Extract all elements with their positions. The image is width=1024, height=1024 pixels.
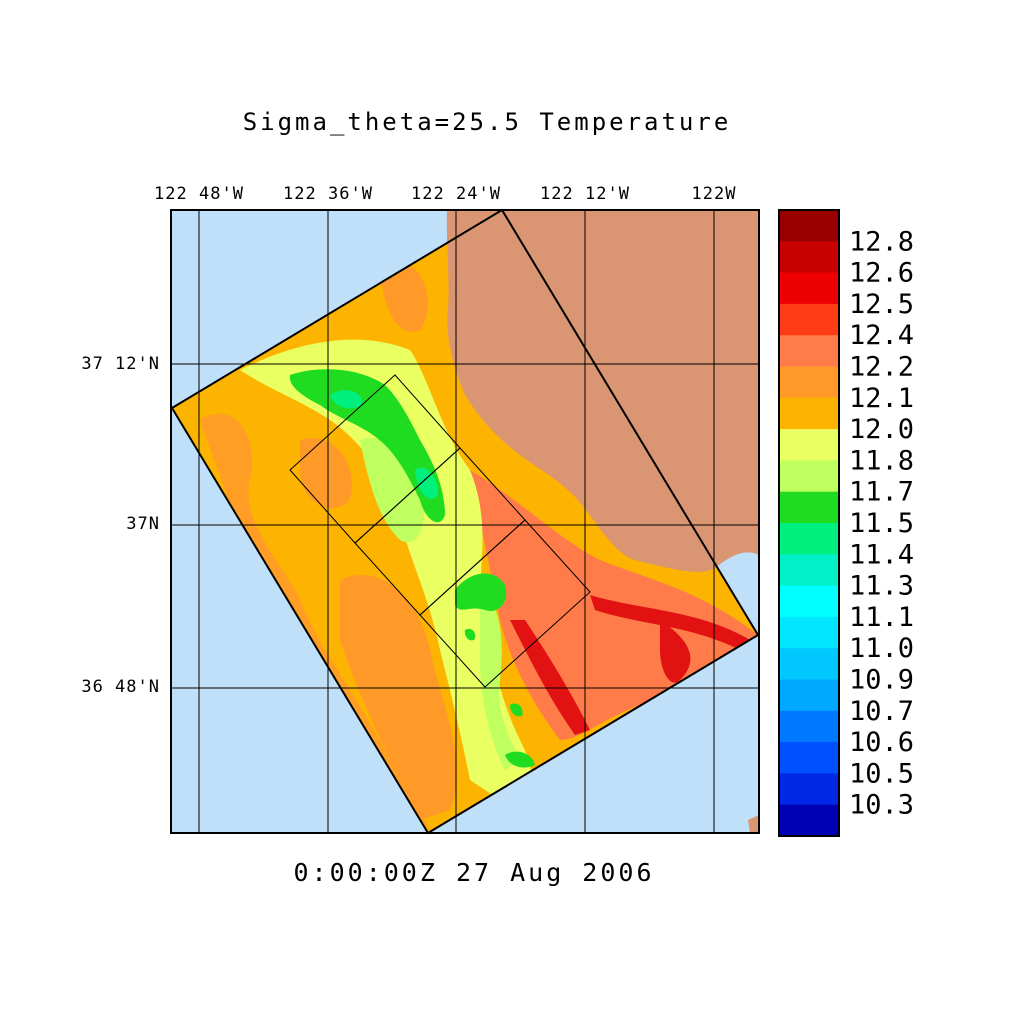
colorbar-label: 11.8 xyxy=(849,445,914,476)
colorbar-swatch xyxy=(779,773,839,806)
colorbar-label: 10.3 xyxy=(849,790,914,821)
colorbar-swatch xyxy=(779,335,839,368)
colorbar-frame xyxy=(778,209,840,837)
map-frame xyxy=(170,209,760,834)
lon-label-122-24w: 122 24'W xyxy=(411,184,501,204)
colorbar-swatch xyxy=(779,679,839,712)
colorbar-swatch xyxy=(779,648,839,681)
colorbar-swatch xyxy=(779,585,839,618)
colorbar-label: 10.7 xyxy=(849,696,914,727)
colorbar-label: 10.5 xyxy=(849,758,914,789)
colorbar-label: 12.8 xyxy=(849,226,914,257)
colorbar-label: 12.0 xyxy=(849,414,914,445)
lon-label-122-48w: 122 48'W xyxy=(154,184,244,204)
colorbar-label: 11.4 xyxy=(849,539,914,570)
lat-label-37n: 37N xyxy=(126,514,160,534)
lon-label-122-36w: 122 36'W xyxy=(283,184,373,204)
colorbar-swatch xyxy=(779,491,839,524)
colorbar-label: 12.5 xyxy=(849,289,914,320)
colorbar-label: 12.1 xyxy=(849,383,914,414)
colorbar-swatch xyxy=(779,429,839,461)
colorbar-swatch xyxy=(779,397,839,430)
plot-title: Sigma_theta=25.5 Temperature xyxy=(242,108,732,136)
colorbar-label: 10.6 xyxy=(849,727,914,758)
lon-label-122w: 122W xyxy=(691,184,737,204)
colorbar-label: 11.1 xyxy=(849,602,914,633)
colorbar xyxy=(779,210,839,837)
colorbar-label: 11.3 xyxy=(849,571,914,602)
colorbar-label: 12.2 xyxy=(849,352,914,383)
colorbar-label: 10.9 xyxy=(849,665,914,696)
colorbar-swatch xyxy=(779,554,839,587)
temperature-field xyxy=(172,210,758,833)
colorbar-swatch xyxy=(779,523,839,555)
lat-label-37-12n: 37 12'N xyxy=(81,354,160,374)
colorbar-swatch xyxy=(779,710,839,743)
colorbar-label: 12.6 xyxy=(849,258,914,289)
colorbar-swatch xyxy=(779,804,839,837)
subdomain-boxes xyxy=(289,374,591,688)
lon-label-122-12w: 122 12'W xyxy=(540,184,630,204)
colorbar-swatch xyxy=(779,210,839,242)
colorbar-swatch xyxy=(779,272,839,305)
colorbar-label: 11.0 xyxy=(849,633,914,664)
colorbar-swatch xyxy=(779,460,839,493)
colorbar-swatch xyxy=(779,241,839,274)
colorbar-swatch xyxy=(779,366,839,399)
colorbar-label: 11.7 xyxy=(849,477,914,508)
colorbar-label: 11.5 xyxy=(849,508,914,539)
land-mass xyxy=(446,210,759,572)
colorbar-swatch xyxy=(779,616,839,649)
colorbar-labels: 12.812.612.512.412.212.112.011.811.711.5… xyxy=(849,226,914,820)
colorbar-swatch xyxy=(779,303,839,336)
colorbar-label: 12.4 xyxy=(849,320,914,351)
colorbar-swatch xyxy=(779,742,839,774)
timestamp: 0:00:00Z 27 Aug 2006 xyxy=(293,858,655,887)
lat-label-36-48n: 36 48'N xyxy=(81,677,160,697)
